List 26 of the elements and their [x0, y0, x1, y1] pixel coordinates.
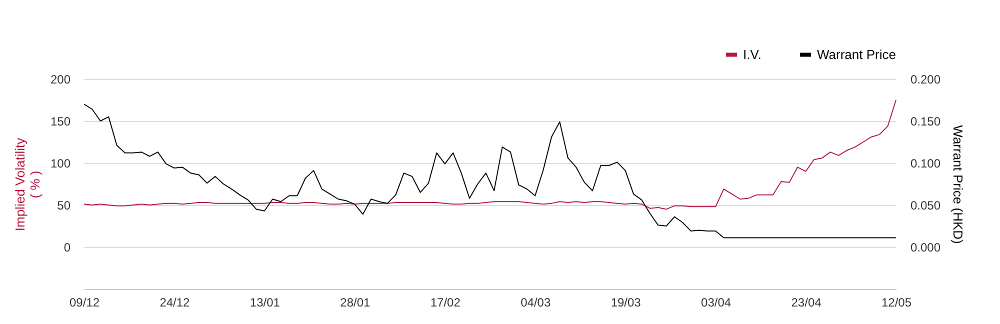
line-series [84, 100, 896, 210]
x-tick-label: 19/03 [610, 296, 642, 310]
x-tick-label: 23/04 [791, 296, 822, 310]
y-axis-title: Implied Volatility ( % ) [12, 137, 42, 232]
x-tick-label: 13/01 [250, 296, 280, 310]
line-series [84, 104, 896, 238]
y2-tick-label: 0.000 [910, 240, 941, 254]
x-tick-label: 17/02 [430, 296, 461, 310]
y-tick-label: 200 [50, 72, 71, 86]
y2-tick-label: 0.050 [910, 198, 941, 212]
y-tick-label: 50 [57, 198, 71, 212]
x-tick-label: 03/04 [701, 296, 732, 310]
x-tick-label: 09/12 [69, 296, 100, 310]
legend-label: I.V. [743, 46, 762, 62]
x-tick-label: 28/01 [340, 296, 371, 310]
y-tick-label: 100 [50, 156, 71, 170]
y-tick-label: 0 [64, 240, 71, 254]
y-tick-label: 150 [50, 114, 71, 128]
x-tick-label: 12/05 [881, 296, 912, 310]
y2-tick-label: 0.100 [910, 156, 941, 170]
y2-tick-label: 0.150 [910, 114, 941, 128]
y2-tick-label: 0.200 [910, 72, 941, 86]
x-tick-label: 04/03 [520, 296, 551, 310]
x-tick-label: 24/12 [160, 296, 190, 310]
legend-label: Warrant Price [817, 46, 896, 62]
y2-axis-title: Warrant Price (HKD) [950, 125, 966, 244]
